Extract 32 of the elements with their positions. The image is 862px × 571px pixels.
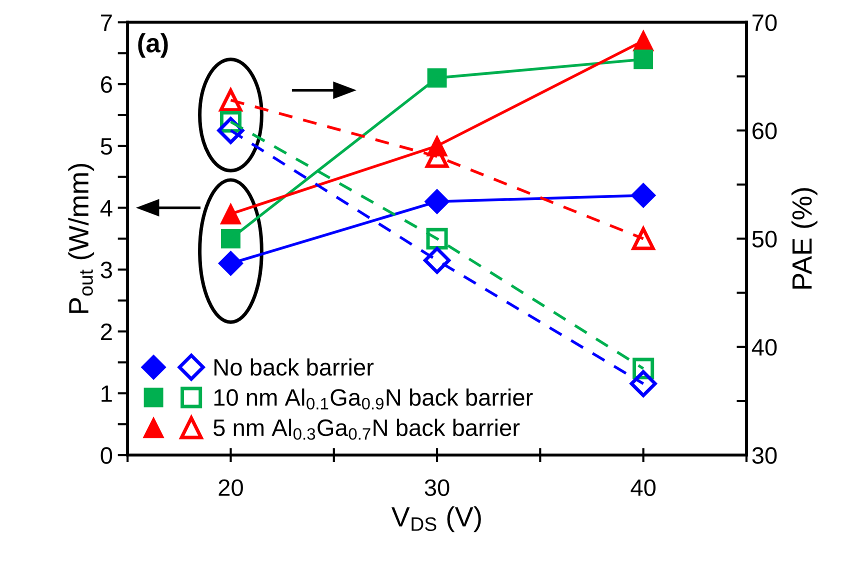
y-tick-label: 0 (100, 447, 112, 464)
point (424, 246, 451, 274)
x-tick-label: 30 (424, 479, 450, 496)
y-tick-label: 2 (101, 323, 112, 340)
y2-tick-label: 50 (752, 230, 777, 248)
y2-axis-title: PAE (%) (792, 188, 818, 289)
y2-tick-label: 60 (752, 122, 777, 140)
x-tick-label: 40 (630, 479, 656, 496)
x-axis-title: V$_{DS}$ (V) (391, 506, 481, 532)
y-axis-title: P$_{out}$ (W/mm) (68, 164, 94, 313)
point (630, 370, 657, 398)
y2-tick-label: 30 (752, 447, 777, 464)
legend-label: 5 nm Al$_{0.3}$Ga$_{0.7}$N back barrier (214, 418, 520, 440)
x-tick-label: 20 (218, 479, 243, 496)
point (218, 250, 244, 276)
point (220, 204, 242, 224)
y2-tick-label: 70 (752, 14, 777, 32)
point (634, 50, 654, 70)
point (426, 228, 448, 250)
point (219, 88, 242, 112)
legend-label: 10 nm Al$_{0.1}$Ga$_{0.9}$N back barrier (214, 388, 533, 410)
y-tick-label: 3 (100, 262, 112, 278)
y-tick-label: 4 (100, 200, 112, 216)
point (221, 228, 240, 248)
y-tick-label: 5 (100, 138, 112, 155)
point (632, 227, 655, 250)
y-tick-label: 6 (101, 76, 112, 93)
y-tick-label: 1 (102, 386, 112, 402)
y2-tick-label: 40 (752, 338, 777, 356)
legend-label: No back barrier (214, 358, 374, 376)
annotation: (a) (138, 33, 168, 58)
y-tick-label: 7 (101, 14, 112, 31)
